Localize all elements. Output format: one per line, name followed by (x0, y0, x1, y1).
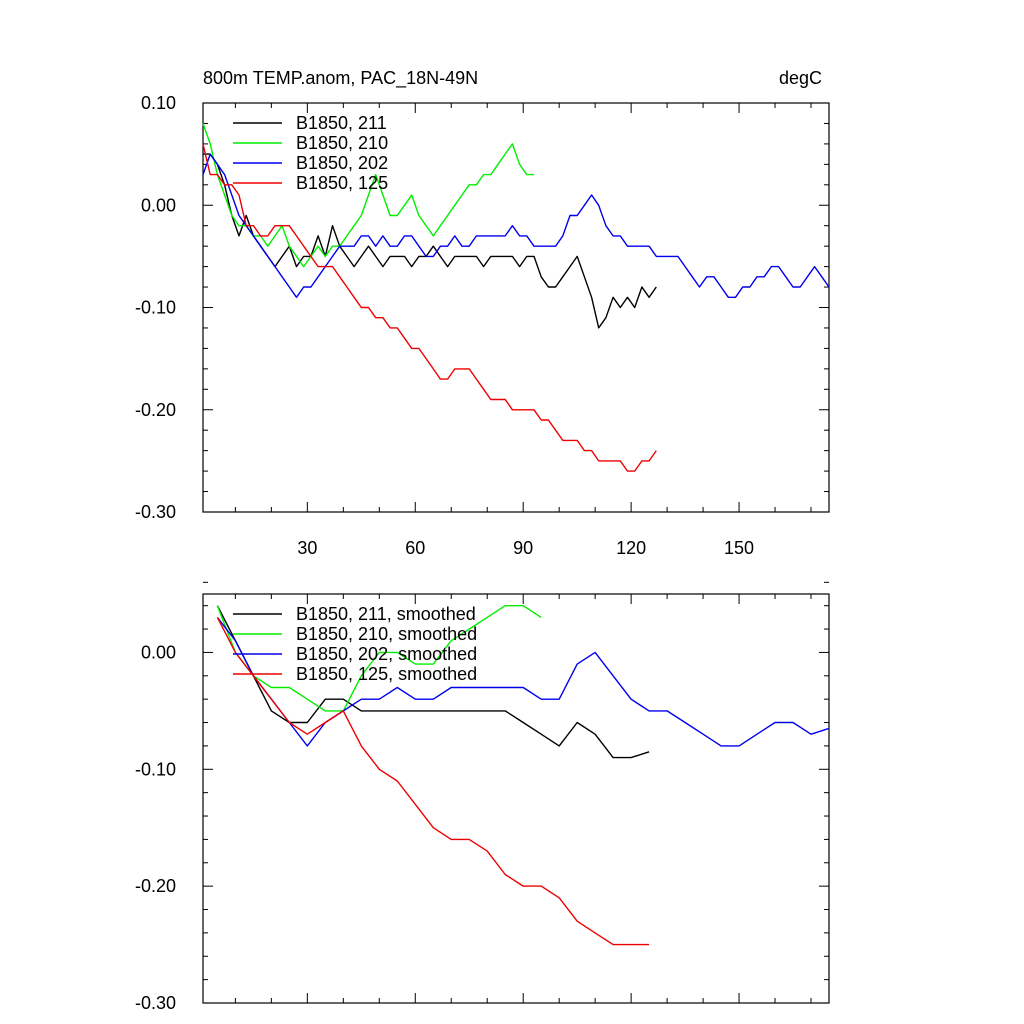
x-tick-labels: 30 60 90 120 150 (297, 538, 754, 558)
units-label: degC (779, 68, 822, 88)
legend-label: B1850, 125 (296, 173, 388, 193)
top-panel: 800m TEMP.anom, PAC_18N-49N degC 0.10 0.0… (135, 68, 830, 558)
y-tick-label: 0.10 (141, 93, 176, 113)
axis-ticks (203, 581, 829, 1004)
axis-ticks (203, 102, 829, 513)
x-tick-label: 120 (616, 538, 646, 558)
legend-label: B1850, 202, smoothed (296, 644, 477, 664)
series-line (216, 605, 542, 712)
chart-title: 800m TEMP.anom, PAC_18N-49N (203, 68, 478, 89)
plot-frame (202, 593, 830, 1004)
series-lines (216, 605, 830, 946)
y-tick-label: 0.00 (141, 195, 176, 215)
legend-label: B1850, 211 (296, 113, 387, 133)
legend-label: B1850, 202 (296, 153, 388, 173)
series-line (216, 617, 650, 946)
legend-label: B1850, 210, smoothed (296, 624, 477, 644)
x-tick-label: 90 (513, 538, 533, 558)
y-tick-labels: 0.10 0.00 -0.10 -0.20 -0.30 (135, 93, 176, 522)
y-tick-label: -0.10 (135, 298, 176, 318)
legend-label: B1850, 125, smoothed (296, 664, 477, 684)
x-tick-label: 60 (405, 538, 425, 558)
y-tick-label: -0.20 (135, 876, 176, 896)
series-line (202, 153, 830, 298)
y-tick-labels: 0.00 -0.10 -0.20 -0.30 (135, 642, 176, 1013)
y-tick-label: -0.30 (135, 502, 176, 522)
series-line (202, 143, 657, 472)
legend-label: B1850, 210 (296, 133, 388, 153)
bottom-panel: 0.00 -0.10 -0.20 -0.30 B1850, 211, smoothed… (135, 581, 830, 1013)
x-tick-label: 30 (297, 538, 317, 558)
y-tick-label: -0.10 (135, 759, 176, 779)
series-line (216, 616, 830, 747)
series-line (202, 123, 534, 268)
x-tick-label: 150 (724, 538, 754, 558)
series-lines (202, 123, 830, 472)
y-tick-label: -0.20 (135, 400, 176, 420)
y-tick-label: -0.30 (135, 993, 176, 1013)
legend-label: B1850, 211, smoothed (296, 604, 476, 624)
y-tick-label: 0.00 (141, 642, 176, 662)
series-line (203, 153, 657, 329)
